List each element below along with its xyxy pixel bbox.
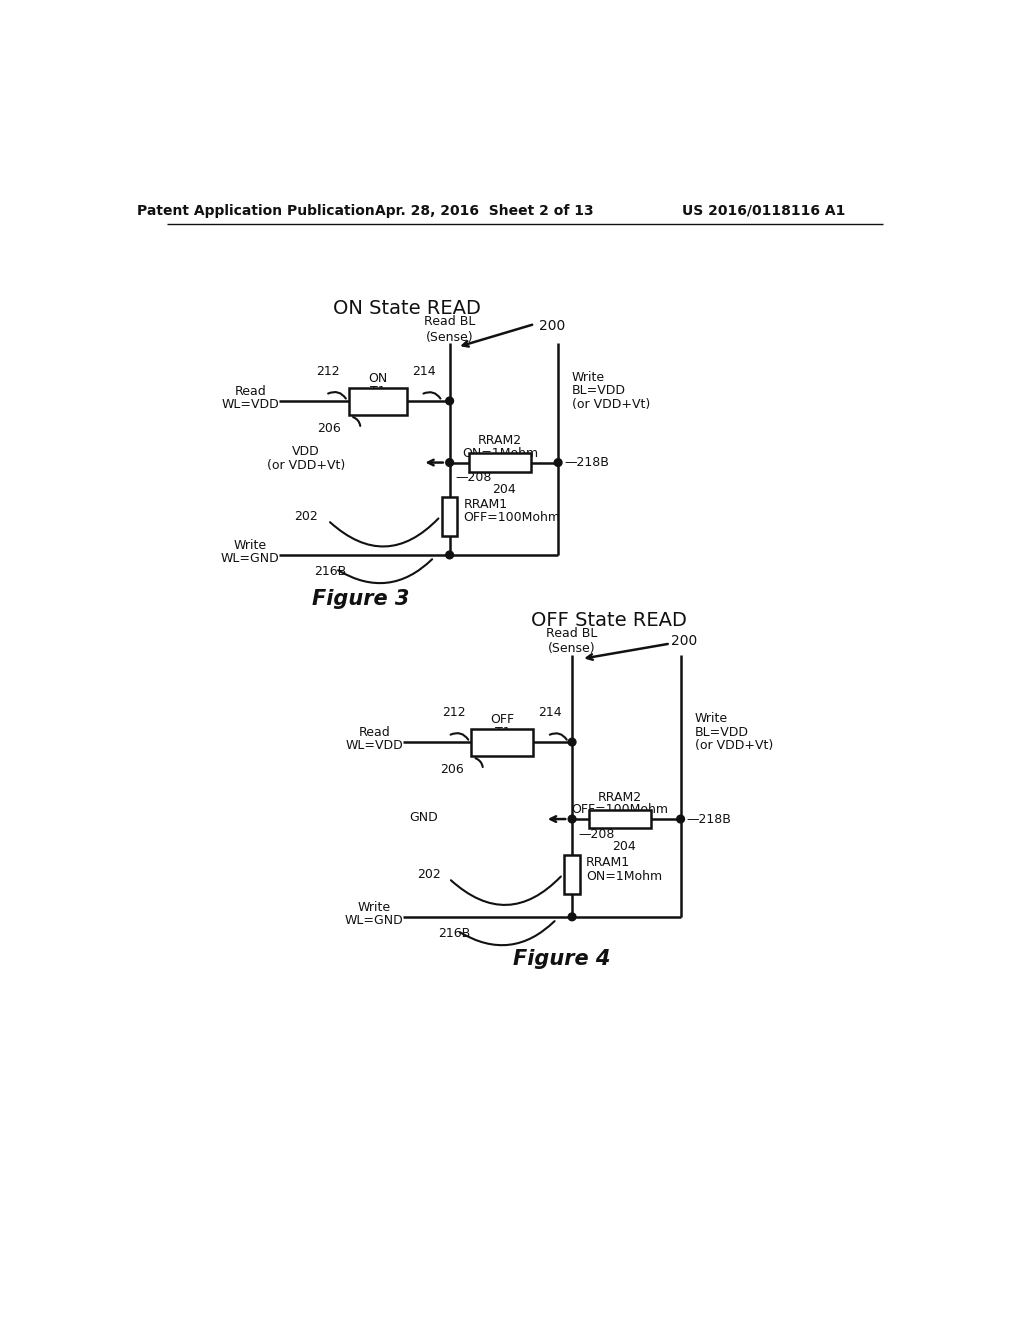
Text: —218B: —218B (564, 455, 609, 469)
Text: US 2016/0118116 A1: US 2016/0118116 A1 (682, 203, 845, 218)
Text: ON State READ: ON State READ (333, 300, 481, 318)
Text: 216B: 216B (314, 565, 346, 578)
Text: WL=VDD: WL=VDD (221, 399, 280, 412)
Circle shape (677, 816, 684, 822)
Text: BL=VDD: BL=VDD (694, 726, 749, 739)
Text: 214: 214 (413, 366, 436, 379)
Bar (564, 855, 580, 894)
Text: Figure 4: Figure 4 (513, 949, 610, 969)
Text: —218B: —218B (687, 813, 732, 825)
Text: RRAM1: RRAM1 (586, 857, 630, 870)
Text: OFF=100Mohm: OFF=100Mohm (464, 511, 560, 524)
Text: Write: Write (357, 902, 391, 915)
Text: Read BL: Read BL (424, 315, 475, 329)
Circle shape (445, 397, 454, 405)
Text: ON=1Mohm: ON=1Mohm (462, 446, 538, 459)
Text: Write: Write (572, 371, 605, 384)
Text: Read BL: Read BL (547, 627, 598, 640)
Text: 200: 200 (671, 634, 696, 648)
Text: —208: —208 (456, 471, 493, 484)
Bar (349, 388, 407, 414)
Text: Write: Write (233, 539, 267, 552)
Text: Figure 3: Figure 3 (312, 589, 410, 609)
Circle shape (568, 816, 575, 822)
Text: 212: 212 (441, 706, 465, 719)
Text: Write: Write (694, 713, 728, 726)
Text: (or VDD+Vt): (or VDD+Vt) (267, 459, 345, 473)
Text: (Sense): (Sense) (426, 330, 473, 343)
Text: ON=1Mohm: ON=1Mohm (586, 870, 663, 883)
Text: VDD: VDD (293, 445, 321, 458)
Text: (Sense): (Sense) (548, 643, 596, 656)
Text: 206: 206 (440, 763, 464, 776)
Circle shape (568, 738, 575, 746)
Text: WL=GND: WL=GND (221, 552, 280, 565)
Text: 202: 202 (418, 869, 441, 880)
Text: 212: 212 (316, 366, 340, 379)
Text: (or VDD+Vt): (or VDD+Vt) (694, 739, 773, 752)
Circle shape (554, 458, 562, 466)
Text: RRAM2: RRAM2 (598, 791, 642, 804)
Text: WL=VDD: WL=VDD (345, 739, 403, 752)
Bar (442, 498, 458, 536)
Text: OFF State READ: OFF State READ (530, 611, 686, 630)
Text: —208: —208 (579, 828, 614, 841)
Text: Read: Read (358, 726, 390, 739)
Text: RRAM1: RRAM1 (464, 499, 508, 511)
Text: 206: 206 (317, 422, 341, 436)
Text: 214: 214 (539, 706, 562, 719)
Text: 204: 204 (493, 483, 516, 496)
Text: Read: Read (234, 385, 266, 399)
Text: RRAM2: RRAM2 (478, 434, 522, 447)
Bar (471, 729, 534, 756)
Bar (589, 810, 651, 829)
Circle shape (445, 458, 454, 466)
Text: 200: 200 (539, 319, 565, 333)
Text: T1: T1 (370, 385, 386, 399)
Text: GND: GND (410, 810, 438, 824)
Text: ON: ON (369, 372, 387, 385)
Text: T1: T1 (495, 726, 510, 739)
Text: Patent Application Publication: Patent Application Publication (137, 203, 375, 218)
Text: 204: 204 (612, 840, 636, 853)
Text: (or VDD+Vt): (or VDD+Vt) (572, 399, 650, 412)
Bar (469, 453, 531, 471)
Text: Apr. 28, 2016  Sheet 2 of 13: Apr. 28, 2016 Sheet 2 of 13 (375, 203, 594, 218)
Circle shape (568, 913, 575, 921)
Text: OFF: OFF (490, 713, 514, 726)
Text: OFF=100Mohm: OFF=100Mohm (571, 804, 669, 816)
Text: BL=VDD: BL=VDD (572, 384, 626, 397)
Text: 202: 202 (294, 510, 317, 523)
Text: WL=GND: WL=GND (345, 915, 403, 927)
Text: 216B: 216B (438, 927, 470, 940)
Circle shape (445, 552, 454, 558)
